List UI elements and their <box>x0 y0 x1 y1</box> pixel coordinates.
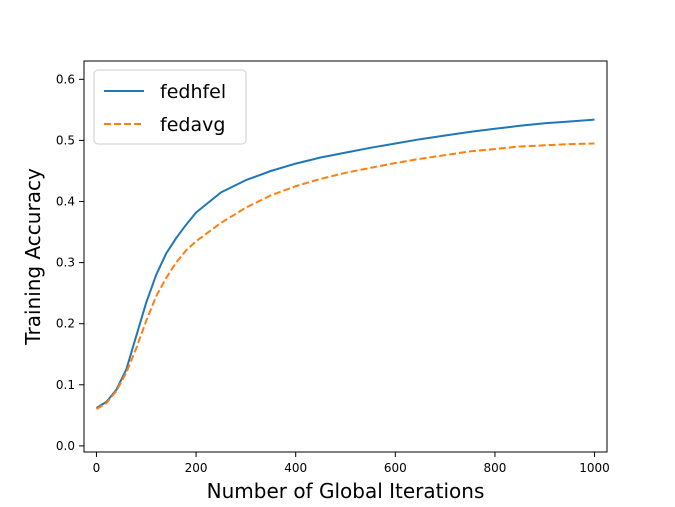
x-tick-label: 800 <box>483 461 506 475</box>
y-tick-label: 0.6 <box>56 72 75 86</box>
x-tick-label: 0 <box>93 461 101 475</box>
x-tick-label: 200 <box>185 461 208 475</box>
legend: fedhfel fedavg <box>93 69 247 145</box>
legend-box <box>93 69 247 145</box>
x-axis-label: Number of Global Iterations <box>207 479 485 503</box>
legend-label-fedavg: fedavg <box>160 114 225 136</box>
series-line-fedhfel <box>95 118 595 409</box>
y-tick-label: 0.2 <box>56 317 75 331</box>
series-layer <box>95 118 595 411</box>
y-tick-label: 0.0 <box>56 439 75 453</box>
ticks-layer: 0 200 400 600 800 1000 0.0 0.1 0.2 0.3 0.4 0.5 0.6 <box>56 72 610 475</box>
series-line-fedavg <box>95 142 595 411</box>
y-tick-label: 0.4 <box>56 195 75 209</box>
y-tick-label: 0.3 <box>56 256 75 270</box>
x-tick-label: 400 <box>284 461 307 475</box>
legend-label-fedhfel: fedhfel <box>160 81 226 103</box>
y-tick-label: 0.1 <box>56 378 75 392</box>
y-axis-label: Training Accuracy <box>21 168 45 346</box>
y-tick-label: 0.5 <box>56 133 75 147</box>
x-tick-label: 1000 <box>579 461 610 475</box>
axes-frame <box>83 60 608 453</box>
x-tick-label: 600 <box>384 461 407 475</box>
